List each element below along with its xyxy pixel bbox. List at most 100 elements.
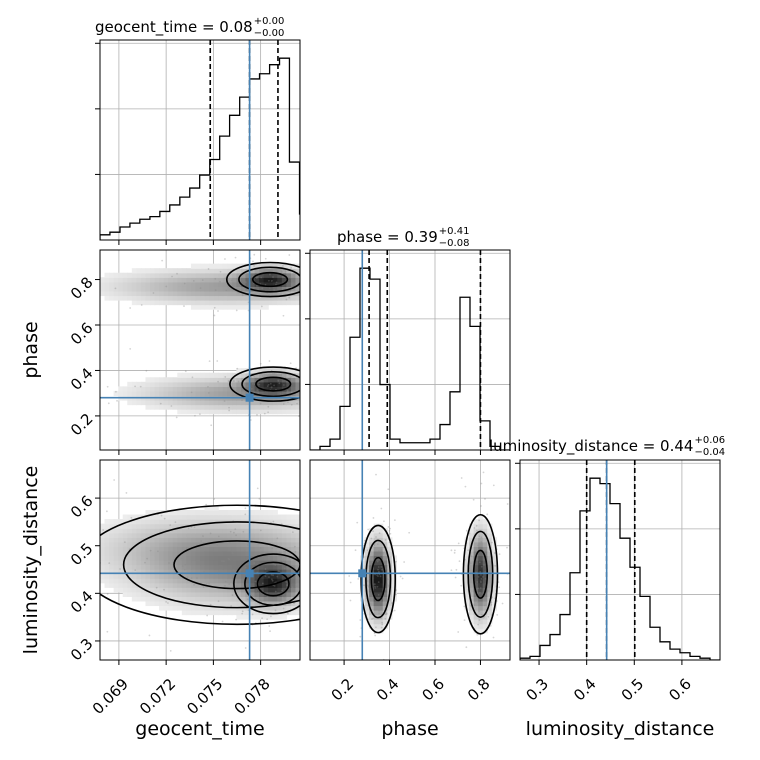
density-cell	[272, 381, 278, 387]
density-cell	[168, 537, 174, 543]
density-cell	[172, 281, 178, 287]
density-cell	[272, 368, 278, 374]
density-cell	[295, 277, 300, 283]
sample-point	[288, 296, 291, 299]
density-cell	[195, 537, 201, 543]
density-cell	[259, 578, 265, 584]
density-cell	[369, 537, 375, 543]
density-cell	[272, 605, 278, 611]
density-cell	[200, 400, 206, 406]
density-cell	[118, 277, 124, 283]
sample-point	[484, 577, 487, 580]
density-cell	[104, 286, 110, 292]
density-cell	[100, 537, 106, 543]
density-cell	[240, 286, 247, 292]
sample-point	[374, 585, 377, 588]
sample-point	[268, 625, 271, 627]
density-cell	[186, 573, 192, 579]
sample-point	[482, 575, 484, 578]
density-cell	[150, 510, 156, 516]
sample-point	[381, 623, 384, 626]
density-cell	[263, 573, 269, 579]
density-cell	[473, 537, 479, 543]
density-cell	[373, 541, 379, 547]
density-cell	[145, 564, 151, 570]
density-cell	[131, 290, 137, 297]
density-cell	[186, 404, 192, 410]
density-cell	[222, 386, 228, 392]
sample-point	[304, 263, 306, 265]
density-cell	[245, 400, 251, 406]
density-cell	[469, 587, 475, 593]
density-cell	[231, 409, 237, 415]
density-cell	[154, 281, 160, 287]
density-cell	[163, 268, 169, 274]
density-cell	[113, 277, 119, 283]
density-cell	[236, 514, 242, 520]
density-cell	[222, 263, 228, 269]
sample-point	[214, 277, 217, 280]
density-cell	[464, 555, 470, 561]
density-cell	[268, 600, 274, 607]
density-cell	[209, 546, 215, 552]
density-cell	[364, 573, 370, 579]
density-cell	[482, 560, 488, 566]
density-cell	[290, 514, 297, 520]
density-cell	[231, 537, 237, 543]
sample-point	[366, 584, 369, 587]
sample-point	[450, 569, 453, 572]
density-cell	[482, 573, 488, 579]
density-cell	[163, 523, 169, 529]
density-cell	[118, 555, 124, 561]
density-cell	[218, 514, 224, 520]
density-cell	[268, 546, 274, 552]
density-cell	[109, 272, 115, 278]
density-cell	[195, 300, 201, 306]
density-cell	[236, 564, 242, 570]
contour-panel-geocent_time-vs-phase	[95, 249, 306, 455]
density-cell	[177, 510, 183, 516]
sample-point	[160, 514, 163, 517]
density-cell	[136, 400, 142, 406]
density-cell	[259, 263, 265, 269]
density-cell	[163, 541, 169, 547]
density-cell	[236, 372, 242, 378]
density-cell	[131, 555, 137, 561]
sample-point	[395, 560, 397, 563]
contour-level	[467, 530, 494, 618]
density-cell	[478, 573, 484, 579]
sample-point	[167, 602, 169, 604]
density-cell	[195, 596, 201, 602]
density-cell	[259, 281, 265, 287]
density-cell	[204, 404, 210, 410]
density-cell	[150, 295, 156, 301]
density-cell	[131, 272, 137, 278]
density-cell	[218, 537, 224, 543]
density-cell	[204, 510, 210, 516]
density-cell	[286, 372, 292, 378]
density-cell	[378, 591, 384, 597]
density-cell	[259, 372, 265, 378]
density-cell	[373, 591, 379, 597]
contour-level	[122, 521, 300, 609]
density-cell	[369, 555, 375, 561]
sample-point	[307, 623, 309, 625]
density-cell	[200, 610, 206, 616]
sample-point	[277, 379, 280, 382]
density-cell	[154, 381, 160, 387]
sample-point	[297, 415, 300, 417]
density-cell	[109, 569, 115, 575]
density-cell	[250, 532, 256, 538]
density-cell	[491, 573, 497, 579]
density-cell	[150, 541, 156, 547]
density-cell	[159, 578, 165, 584]
density-cell	[272, 523, 278, 529]
density-cell	[222, 573, 228, 579]
density-cell	[109, 546, 115, 552]
density-cell	[231, 600, 237, 607]
density-cell	[478, 628, 484, 634]
density-cell	[227, 290, 233, 297]
sample-point	[191, 376, 194, 379]
density-cell	[109, 573, 115, 579]
density-cell	[391, 573, 397, 579]
